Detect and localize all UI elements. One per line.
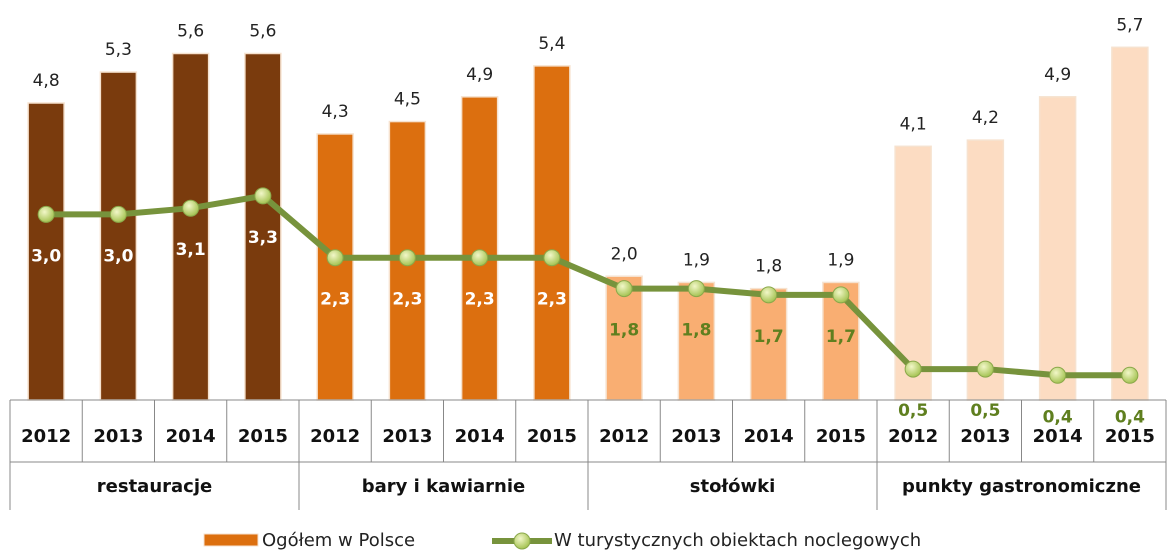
line-value-label: 0,4 — [1115, 407, 1145, 427]
bar — [749, 287, 788, 401]
bar-value-label: 5,6 — [177, 22, 204, 42]
line-marker — [326, 249, 344, 267]
bar — [677, 281, 716, 401]
line-value-label: 1,7 — [826, 327, 856, 347]
line-marker — [543, 249, 561, 267]
x-tick-label: 2015 — [238, 426, 288, 447]
line-marker — [904, 360, 922, 378]
legend-swatch-marker — [513, 532, 531, 550]
x-tick-label: 2013 — [93, 426, 143, 447]
line-marker — [760, 286, 778, 304]
bar — [316, 133, 354, 401]
x-tick-label: 2014 — [1033, 426, 1083, 447]
bar-value-label: 4,9 — [1044, 65, 1071, 85]
bar-value-label: 4,5 — [394, 90, 421, 110]
line-value-label: 0,5 — [970, 401, 1000, 421]
line — [46, 192, 1130, 379]
line-marker — [1121, 366, 1139, 384]
line-value-label: 3,0 — [103, 246, 133, 266]
x-tick-label: 2015 — [816, 426, 866, 447]
x-tick-label: 2012 — [599, 426, 649, 447]
bar — [27, 102, 65, 401]
group-label: restauracje — [97, 476, 212, 497]
x-tick-label: 2012 — [21, 426, 71, 447]
line-marker — [182, 199, 200, 217]
line-marker — [615, 280, 633, 298]
line-value-label: 0,5 — [898, 401, 928, 421]
bar-value-label: 5,4 — [538, 34, 565, 54]
line-value-label: 1,8 — [681, 321, 711, 341]
line-value-label: 3,3 — [248, 228, 278, 248]
line-value-label: 2,3 — [465, 290, 495, 310]
line-value-label: 0,4 — [1043, 407, 1073, 427]
group-label: punkty gastronomiczne — [902, 476, 1141, 497]
x-tick-label: 2012 — [310, 426, 360, 447]
x-tick-label: 2015 — [527, 426, 577, 447]
bar-value-label: 1,9 — [827, 250, 854, 270]
bar — [244, 52, 282, 401]
bar-value-label: 2,0 — [611, 244, 638, 264]
bar-value-label: 5,6 — [249, 22, 276, 42]
bar — [99, 71, 138, 401]
x-tick-label: 2012 — [888, 426, 938, 447]
line-marker — [37, 205, 55, 223]
x-tick-label: 2013 — [382, 426, 432, 447]
bar — [171, 52, 210, 401]
bar-value-label: 5,7 — [1116, 15, 1143, 35]
line-value-label: 2,3 — [320, 290, 350, 310]
bar-value-label: 4,1 — [900, 114, 927, 134]
bar — [460, 96, 499, 401]
bar — [533, 65, 571, 401]
line-marker — [1049, 366, 1067, 384]
bar-value-label: 5,3 — [105, 40, 132, 60]
line-value-label: 2,3 — [537, 290, 567, 310]
line-marker — [471, 249, 489, 267]
x-tick-label: 2014 — [166, 426, 216, 447]
x-tick-label: 2014 — [455, 426, 505, 447]
legend-label: W turystycznych obiektach noclegowych — [554, 530, 921, 551]
line-value-label: 2,3 — [392, 290, 422, 310]
line-marker — [976, 360, 994, 378]
legend-swatch — [203, 533, 259, 547]
legend-label: Ogółem w Polsce — [262, 530, 415, 551]
bar-value-label: 4,9 — [466, 65, 493, 85]
bar-value-label: 4,2 — [972, 108, 999, 128]
line-value-label: 3,1 — [176, 240, 206, 260]
line-marker — [687, 280, 705, 298]
line-value-label: 3,0 — [31, 246, 61, 266]
line-marker — [832, 286, 850, 304]
x-tick-label: 2013 — [960, 426, 1010, 447]
line-value-label: 1,7 — [754, 327, 784, 347]
bar-value-label: 4,8 — [33, 71, 60, 91]
line-marker — [109, 205, 127, 223]
line-marker — [254, 187, 272, 205]
line-value-label: 1,8 — [609, 321, 639, 341]
line-marker — [398, 249, 416, 267]
x-tick-label: 2013 — [671, 426, 721, 447]
x-tick-label: 2014 — [744, 426, 794, 447]
group-label: bary i kawiarnie — [362, 476, 525, 497]
bar-value-label: 1,9 — [683, 250, 710, 270]
x-tick-label: 2015 — [1105, 426, 1155, 447]
bar-value-label: 4,3 — [322, 102, 349, 122]
bar-value-label: 1,8 — [755, 257, 782, 277]
bar — [1111, 46, 1149, 401]
group-label: stołówki — [690, 476, 776, 497]
bar — [1038, 96, 1077, 401]
